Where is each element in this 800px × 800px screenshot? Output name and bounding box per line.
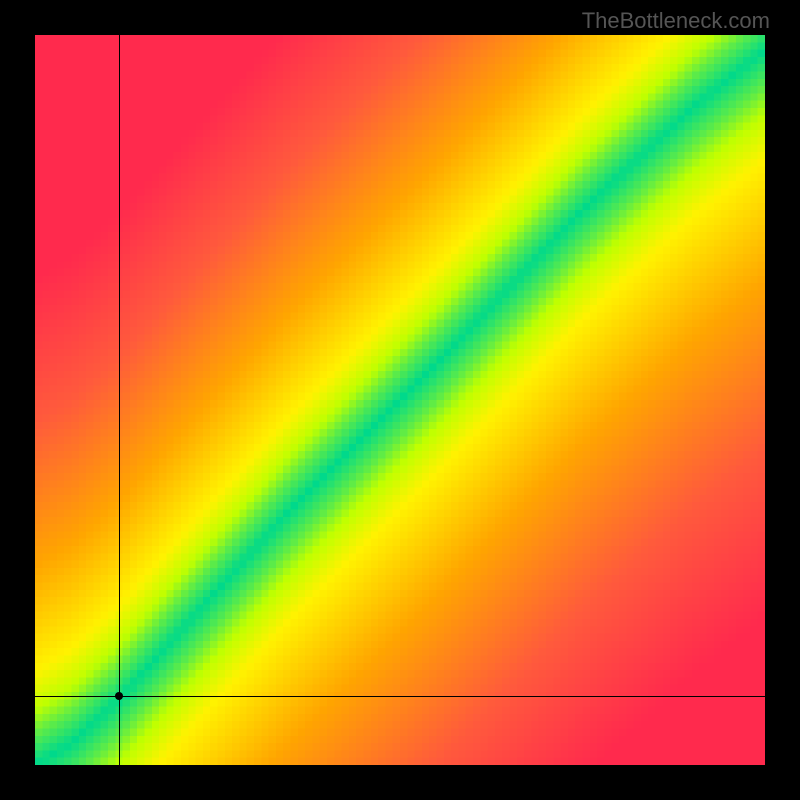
watermark-text: TheBottleneck.com — [582, 8, 770, 34]
crosshair-marker — [115, 692, 123, 700]
bottleneck-heatmap — [35, 35, 765, 765]
crosshair-vertical — [119, 35, 120, 765]
crosshair-horizontal — [35, 696, 765, 697]
heatmap-plot-area — [35, 35, 765, 765]
